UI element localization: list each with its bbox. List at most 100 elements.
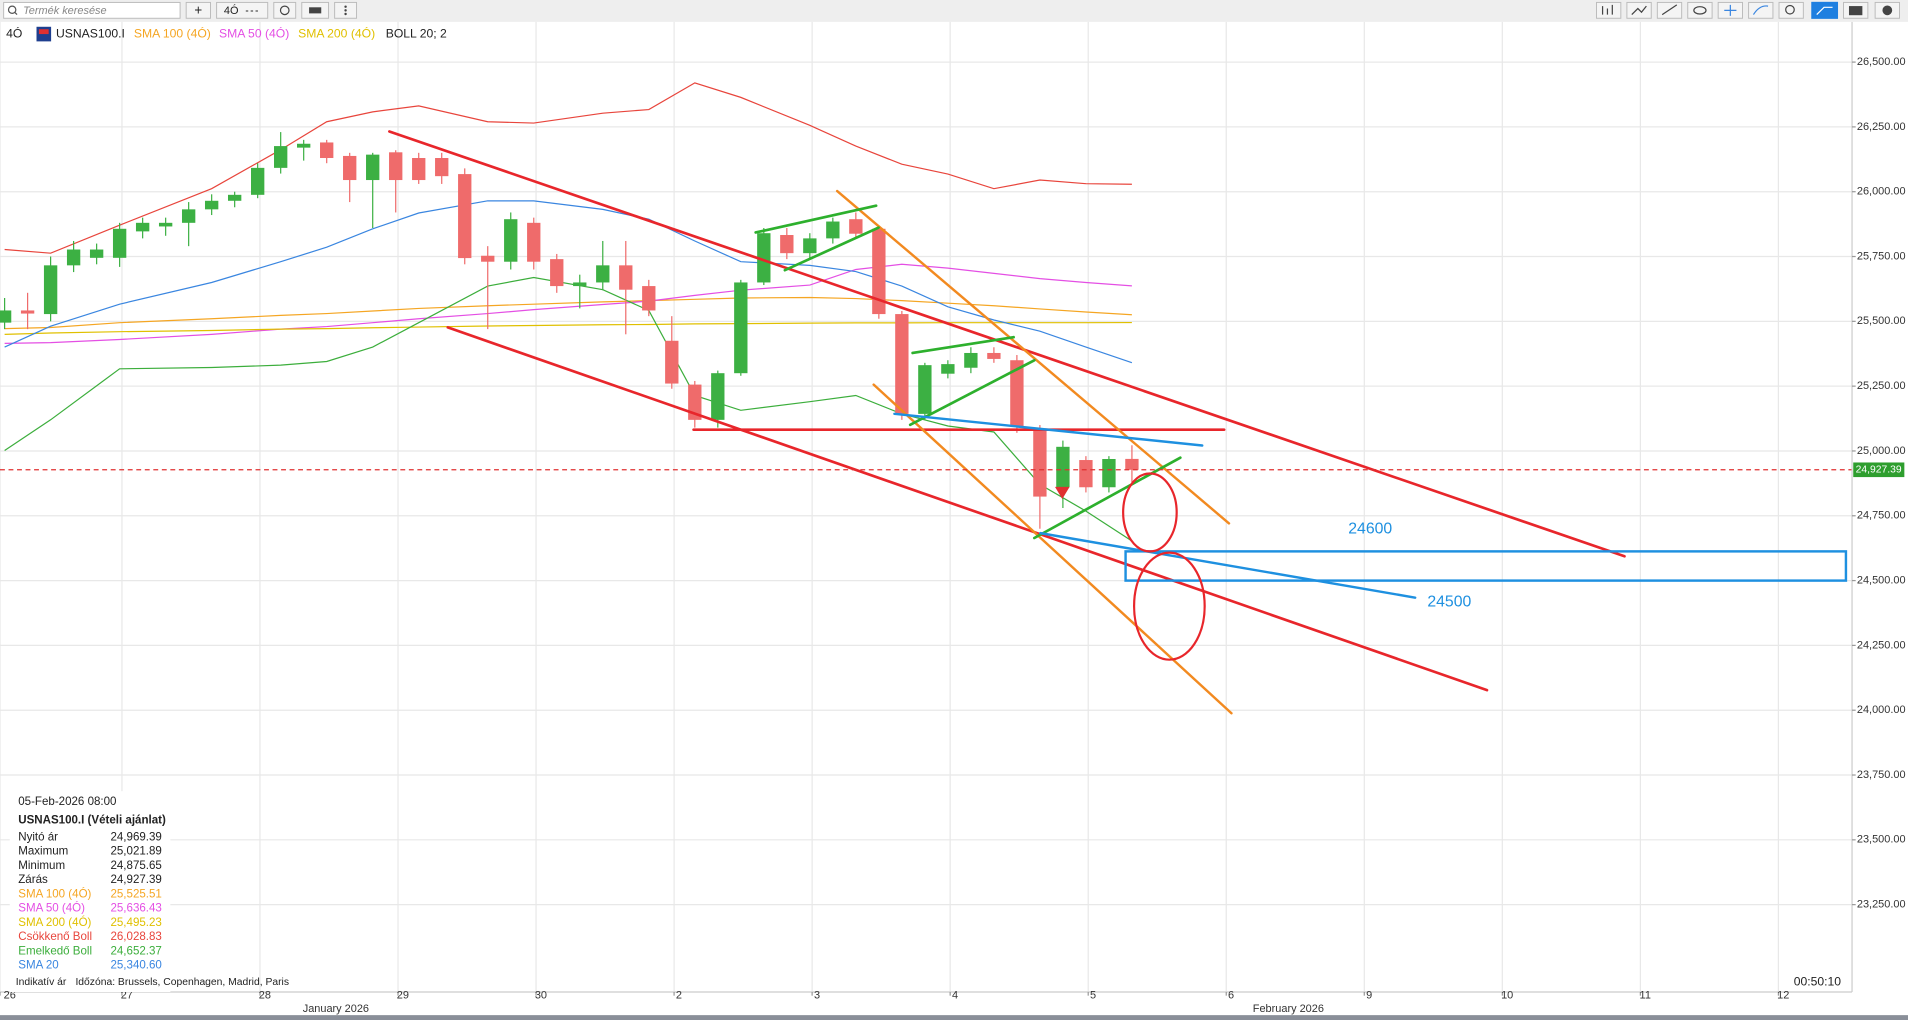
candle-body: [112, 228, 127, 258]
candle-body: [826, 221, 840, 239]
y-tick-label: 25,750.00: [1857, 250, 1906, 262]
tool-icon: [1601, 4, 1613, 15]
y-tick-label: 24,250.00: [1857, 639, 1906, 651]
add-button-label: +: [194, 2, 202, 17]
candle-body: [757, 233, 771, 283]
x-tick-label: 12: [1777, 990, 1789, 1002]
search-icon: [14, 11, 18, 16]
trend-line[interactable]: [446, 326, 1489, 692]
candle-body: [343, 155, 357, 181]
tool-button[interactable]: [1687, 1, 1713, 19]
ellipse[interactable]: [1132, 551, 1206, 661]
tool-button[interactable]: [1748, 1, 1774, 19]
candle-body: [849, 219, 863, 234]
add-button[interactable]: [185, 1, 211, 19]
y-tick-label: 25,500.00: [1857, 315, 1906, 327]
tool-icon: [1882, 5, 1893, 16]
candle-body: [527, 222, 541, 262]
tool-icon: [1631, 5, 1647, 16]
trend-line[interactable]: [911, 335, 1015, 355]
target-zone[interactable]: [1124, 550, 1848, 582]
menu-icon: [344, 5, 347, 8]
tool-icon: [1816, 6, 1833, 16]
candle-body: [642, 286, 656, 311]
legend-entry[interactable]: SMA 100 (4Ó): [134, 25, 211, 40]
candle-body: [274, 146, 288, 168]
info-label: SMA 100 (4Ó): [18, 887, 91, 900]
candle-body: [987, 352, 1001, 359]
candle-body: [1102, 458, 1116, 488]
trend-line[interactable]: [754, 204, 878, 234]
legend-interval: 4Ó: [6, 25, 22, 40]
interval-label: 4Ó: [224, 4, 239, 17]
last-price: 24,927.39: [0, 462, 1905, 478]
y-tick-label: 24,500.00: [1857, 574, 1906, 586]
interval-button[interactable]: [216, 1, 269, 19]
y-tick-label: 23,750.00: [1857, 769, 1906, 781]
tool-icon: [1661, 4, 1678, 16]
refresh-button[interactable]: [273, 1, 297, 19]
price-type: Indikatív ár: [16, 977, 67, 988]
info-value: 24,652.37: [110, 945, 161, 957]
ellipse[interactable]: [1122, 472, 1178, 553]
candle-body: [89, 249, 104, 258]
legend-entry[interactable]: SMA 200 (4Ó): [298, 25, 375, 40]
y-tick-label: 23,500.00: [1857, 834, 1906, 846]
candle-body: [734, 282, 748, 374]
legend-entry[interactable]: BOLL 20; 2: [386, 26, 447, 40]
trend-line[interactable]: [1039, 531, 1417, 599]
tool-button-active[interactable]: [1811, 1, 1839, 19]
info-value: 25,636.43: [110, 903, 161, 915]
indicator-line: [4, 82, 1132, 254]
trend-line[interactable]: [893, 412, 1204, 447]
trend-line[interactable]: [908, 358, 1036, 427]
trend-line[interactable]: [388, 130, 1626, 558]
candle-body: [665, 340, 679, 384]
clock: 00:50:10: [1794, 974, 1842, 988]
info-value: 26,028.83: [110, 931, 161, 943]
tool-icon: [1848, 6, 1863, 16]
info-label: Nyitó ár: [18, 831, 58, 843]
candle-body: [619, 265, 633, 290]
tool-icon: [1693, 6, 1707, 15]
tool-button[interactable]: [1778, 1, 1804, 19]
timezone: Időzóna: Brussels, Copenhagen, Madrid, P…: [75, 977, 289, 988]
legend-entry[interactable]: SMA 50 (4Ó): [219, 25, 289, 40]
candle-body: [895, 314, 909, 414]
y-tick-label: 25,250.00: [1857, 380, 1906, 392]
candle-body: [458, 174, 472, 259]
x-tick-label: 11: [1640, 990, 1651, 1002]
candle-body: [0, 310, 12, 323]
trend-line[interactable]: [872, 383, 1233, 715]
x-tick-label: 30: [535, 990, 547, 1002]
x-tick-label: 6: [1228, 990, 1234, 1002]
last-price-tag: [1853, 462, 1905, 478]
instrument-icon: [38, 29, 49, 35]
candle-body: [435, 158, 449, 177]
info-value: 24,875.65: [110, 860, 161, 872]
tool-button[interactable]: [1596, 1, 1622, 19]
candle-body: [872, 228, 886, 315]
info-datetime: 05-Feb-2026 08:00: [18, 796, 116, 808]
candle-body: [1033, 428, 1047, 497]
trend-line[interactable]: [783, 226, 880, 272]
info-value: 25,021.89: [110, 846, 161, 858]
candle-body: [251, 167, 265, 195]
candle-body: [1010, 360, 1024, 427]
candle-body: [66, 249, 81, 266]
info-panel: 05-Feb-2026 08:00 USNAS100.I (Vételi ajá…: [9, 791, 171, 993]
info-value: 25,495.23: [110, 917, 161, 929]
candle-body: [481, 255, 495, 262]
search-box[interactable]: [3, 1, 181, 19]
trend-line[interactable]: [1032, 456, 1182, 540]
info-label: Zárás: [18, 874, 48, 886]
candle-body: [135, 222, 150, 232]
scrollbar[interactable]: [0, 1015, 1908, 1020]
axes: 26,500.00 26,250.00 26,000.00 25,750.00 25,5…: [0, 56, 1906, 1015]
x-tick-label: 2: [676, 990, 682, 1002]
y-tick-label: 26,000.00: [1857, 186, 1906, 198]
tool-icon: [1752, 5, 1769, 15]
